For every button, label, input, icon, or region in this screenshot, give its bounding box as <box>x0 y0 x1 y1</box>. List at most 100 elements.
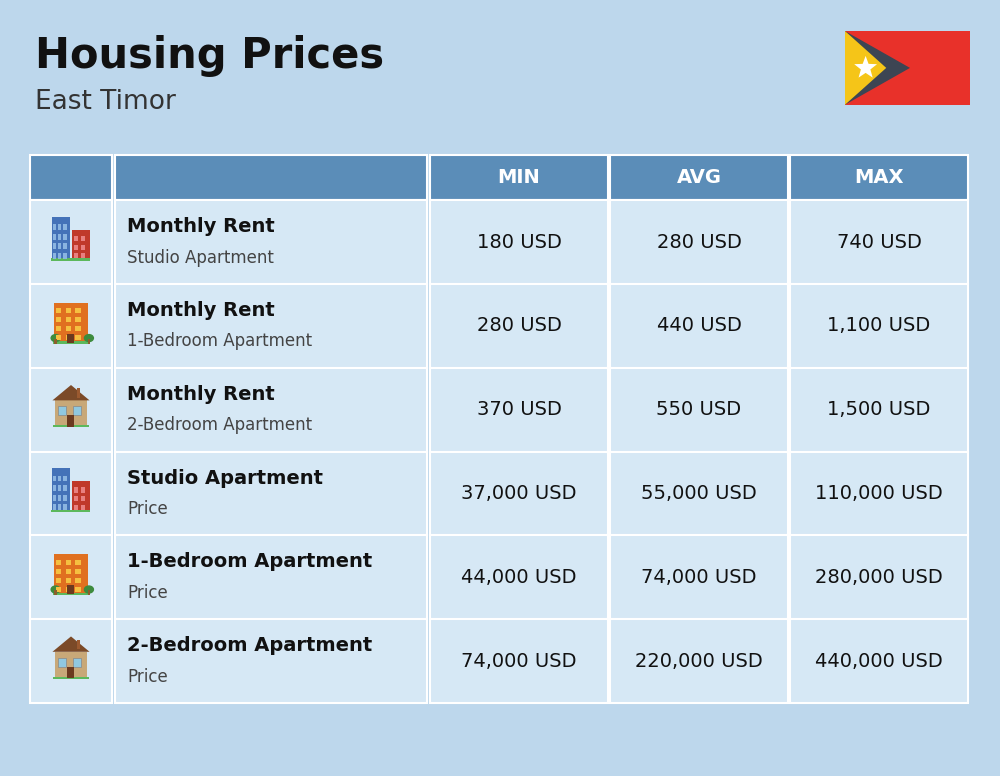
FancyBboxPatch shape <box>53 253 56 258</box>
FancyBboxPatch shape <box>63 253 67 258</box>
Text: AVG: AVG <box>676 168 722 187</box>
FancyBboxPatch shape <box>30 155 112 200</box>
FancyBboxPatch shape <box>845 31 970 105</box>
FancyBboxPatch shape <box>53 495 56 501</box>
FancyBboxPatch shape <box>66 335 71 340</box>
FancyBboxPatch shape <box>115 155 427 200</box>
FancyBboxPatch shape <box>81 496 85 501</box>
FancyBboxPatch shape <box>56 335 61 340</box>
Text: 370 USD: 370 USD <box>477 400 561 419</box>
FancyBboxPatch shape <box>790 200 968 284</box>
FancyBboxPatch shape <box>430 368 608 452</box>
Polygon shape <box>854 56 877 78</box>
FancyBboxPatch shape <box>58 234 61 240</box>
FancyBboxPatch shape <box>72 481 90 511</box>
FancyBboxPatch shape <box>610 284 788 368</box>
Polygon shape <box>52 636 90 652</box>
FancyBboxPatch shape <box>74 236 78 241</box>
FancyBboxPatch shape <box>53 234 56 240</box>
Text: 180 USD: 180 USD <box>477 233 561 251</box>
FancyBboxPatch shape <box>75 335 81 340</box>
FancyBboxPatch shape <box>54 303 88 343</box>
FancyBboxPatch shape <box>115 284 427 368</box>
FancyBboxPatch shape <box>63 224 67 230</box>
FancyBboxPatch shape <box>58 244 61 249</box>
FancyBboxPatch shape <box>74 487 78 493</box>
FancyBboxPatch shape <box>430 619 608 703</box>
Text: Price: Price <box>127 667 168 686</box>
Circle shape <box>51 334 60 341</box>
FancyBboxPatch shape <box>30 284 112 368</box>
FancyBboxPatch shape <box>790 535 968 619</box>
Text: Monthly Rent: Monthly Rent <box>127 301 275 320</box>
FancyBboxPatch shape <box>52 217 70 260</box>
Text: 740 USD: 740 USD <box>837 233 921 251</box>
Text: Studio Apartment: Studio Apartment <box>127 469 323 487</box>
FancyBboxPatch shape <box>58 495 61 501</box>
FancyBboxPatch shape <box>53 224 56 230</box>
FancyBboxPatch shape <box>56 587 61 591</box>
FancyBboxPatch shape <box>75 326 81 331</box>
FancyBboxPatch shape <box>790 284 968 368</box>
Text: MIN: MIN <box>498 168 540 187</box>
FancyBboxPatch shape <box>66 317 71 322</box>
FancyBboxPatch shape <box>74 504 78 510</box>
FancyBboxPatch shape <box>81 253 85 258</box>
FancyBboxPatch shape <box>81 504 85 510</box>
FancyBboxPatch shape <box>77 639 80 650</box>
FancyBboxPatch shape <box>75 308 81 314</box>
FancyBboxPatch shape <box>58 253 61 258</box>
FancyBboxPatch shape <box>54 339 57 344</box>
FancyBboxPatch shape <box>610 155 788 200</box>
FancyBboxPatch shape <box>81 236 85 241</box>
FancyBboxPatch shape <box>56 577 61 583</box>
Text: 1,500 USD: 1,500 USD <box>827 400 931 419</box>
FancyBboxPatch shape <box>66 308 71 314</box>
Circle shape <box>51 586 60 593</box>
FancyBboxPatch shape <box>66 569 71 573</box>
FancyBboxPatch shape <box>115 619 427 703</box>
FancyBboxPatch shape <box>63 495 67 501</box>
Text: 1,100 USD: 1,100 USD <box>827 317 931 335</box>
FancyBboxPatch shape <box>430 155 608 200</box>
FancyBboxPatch shape <box>53 341 89 344</box>
FancyBboxPatch shape <box>610 535 788 619</box>
FancyBboxPatch shape <box>63 244 67 249</box>
FancyBboxPatch shape <box>73 658 81 667</box>
FancyBboxPatch shape <box>610 452 788 535</box>
FancyBboxPatch shape <box>56 326 61 331</box>
FancyBboxPatch shape <box>51 510 90 512</box>
Text: Monthly Rent: Monthly Rent <box>127 217 275 236</box>
FancyBboxPatch shape <box>790 155 968 200</box>
FancyBboxPatch shape <box>66 577 71 583</box>
FancyBboxPatch shape <box>58 504 61 510</box>
FancyBboxPatch shape <box>430 452 608 535</box>
FancyBboxPatch shape <box>73 407 81 415</box>
FancyBboxPatch shape <box>115 535 427 619</box>
Text: 1-Bedroom Apartment: 1-Bedroom Apartment <box>127 553 372 571</box>
FancyBboxPatch shape <box>55 400 87 427</box>
FancyBboxPatch shape <box>54 591 57 595</box>
Text: 74,000 USD: 74,000 USD <box>641 568 757 587</box>
FancyBboxPatch shape <box>88 591 90 595</box>
FancyBboxPatch shape <box>72 230 90 260</box>
FancyBboxPatch shape <box>430 200 608 284</box>
Text: Studio Apartment: Studio Apartment <box>127 248 274 267</box>
Text: 440,000 USD: 440,000 USD <box>815 652 943 670</box>
Text: Monthly Rent: Monthly Rent <box>127 385 275 404</box>
FancyBboxPatch shape <box>53 504 56 510</box>
FancyBboxPatch shape <box>115 200 427 284</box>
Text: 74,000 USD: 74,000 USD <box>461 652 577 670</box>
FancyBboxPatch shape <box>75 569 81 573</box>
FancyBboxPatch shape <box>74 496 78 501</box>
FancyBboxPatch shape <box>56 569 61 573</box>
Text: 280 USD: 280 USD <box>477 317 561 335</box>
FancyBboxPatch shape <box>30 619 112 703</box>
FancyBboxPatch shape <box>55 652 87 678</box>
FancyBboxPatch shape <box>610 368 788 452</box>
FancyBboxPatch shape <box>63 504 67 510</box>
Circle shape <box>84 586 93 593</box>
FancyBboxPatch shape <box>30 535 112 619</box>
FancyBboxPatch shape <box>88 339 90 344</box>
FancyBboxPatch shape <box>56 308 61 314</box>
